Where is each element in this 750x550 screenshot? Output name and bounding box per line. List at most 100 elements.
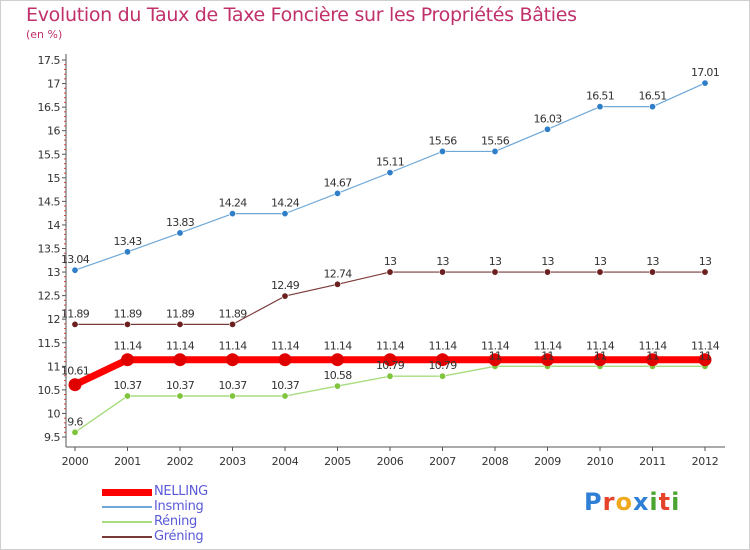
y-tick-label: 15	[47, 172, 60, 185]
data-label: 11	[489, 349, 502, 362]
legend-label: Réning	[154, 514, 197, 529]
data-label: 11	[699, 349, 712, 362]
data-label: 11.14	[219, 340, 248, 353]
data-point	[121, 353, 134, 367]
logo-letter: r	[602, 488, 616, 516]
y-tick-label: 15.5	[38, 148, 61, 161]
y-tick-label: 13	[47, 266, 60, 279]
data-point	[648, 268, 656, 276]
data-point	[383, 353, 397, 367]
y-tick-label: 9.5	[44, 431, 60, 444]
legend-swatch	[102, 506, 152, 508]
data-point	[593, 353, 607, 367]
data-point	[229, 210, 237, 218]
data-label: 13	[384, 255, 397, 268]
data-label: 11.14	[324, 340, 353, 353]
x-tick-label: 2005	[324, 455, 351, 468]
data-label: 10.79	[376, 359, 405, 372]
data-label: 12.49	[271, 279, 300, 292]
x-tick-label: 2010	[587, 455, 614, 468]
data-label: 11.14	[691, 340, 720, 353]
x-tick-label: 2007	[429, 455, 456, 468]
data-label: 11.14	[429, 340, 458, 353]
x-tick-label: 2012	[692, 455, 719, 468]
legend-label: Gréning	[154, 529, 204, 544]
y-tick-label: 10.5	[38, 384, 61, 397]
data-point	[648, 103, 656, 111]
data-label: 11	[594, 349, 607, 362]
data-label: 13	[489, 255, 502, 268]
data-point	[438, 268, 446, 276]
series-layer	[68, 79, 712, 436]
series-insming	[71, 79, 709, 274]
data-point	[488, 353, 502, 367]
data-point	[438, 372, 446, 380]
data-point	[698, 353, 712, 367]
y-tick-label: 12.5	[38, 290, 61, 303]
data-label: 13	[541, 255, 554, 268]
data-point	[333, 382, 341, 390]
data-point	[124, 320, 132, 328]
x-tick-label: 2003	[219, 455, 246, 468]
data-point	[543, 268, 551, 276]
series-gr-ning	[71, 268, 709, 328]
data-point	[386, 372, 394, 380]
data-label: 11	[646, 349, 659, 362]
data-label: 15.56	[481, 134, 510, 147]
data-point	[701, 79, 709, 87]
data-label: 13.43	[114, 235, 143, 248]
data-label: 10.58	[324, 369, 353, 382]
data-label: 10.79	[429, 359, 458, 372]
data-label: 11.89	[114, 307, 143, 320]
data-point	[386, 268, 394, 276]
x-tick-label: 2011	[639, 455, 666, 468]
data-point	[176, 392, 184, 400]
data-label: 13	[436, 255, 449, 268]
data-label: 11.89	[166, 307, 195, 320]
data-point	[226, 353, 239, 367]
data-point	[173, 353, 187, 367]
data-label: 11.14	[639, 340, 668, 353]
data-point	[386, 169, 394, 177]
legend-label: Insming	[154, 499, 204, 514]
data-label: 14.24	[219, 197, 248, 210]
data-label: 10.37	[166, 379, 195, 392]
series-nelling	[68, 353, 712, 392]
data-point	[71, 320, 79, 328]
data-point	[438, 147, 446, 155]
logo-letter: o	[615, 488, 633, 516]
data-point	[278, 353, 292, 367]
data-label: 15.56	[429, 134, 458, 147]
data-point	[596, 103, 604, 111]
data-label: 13.04	[61, 253, 90, 266]
data-label: 10.37	[271, 379, 300, 392]
data-point	[229, 320, 237, 328]
unit-label: (en %)	[26, 28, 63, 41]
data-point	[281, 392, 289, 400]
data-point	[701, 268, 709, 276]
data-label: 13	[699, 255, 712, 268]
data-label: 11.14	[271, 340, 300, 353]
data-label: 11.14	[534, 340, 563, 353]
y-tick-label: 10	[47, 407, 60, 420]
data-point	[176, 229, 184, 237]
data-label: 10.37	[114, 379, 143, 392]
data-point	[68, 378, 82, 392]
y-tick-label: 14	[47, 219, 60, 232]
data-label: 9.6	[67, 415, 83, 428]
data-label: 11.14	[586, 340, 615, 353]
data-point	[71, 428, 79, 436]
series-r-ning	[71, 362, 709, 436]
data-label: 16.03	[534, 112, 563, 125]
y-tick-label: 11.5	[38, 337, 61, 350]
data-point	[71, 266, 79, 274]
x-tick-label: 2001	[114, 455, 141, 468]
logo-letter: t	[658, 488, 672, 516]
legend-label: NELLING	[154, 484, 208, 499]
data-label: 13	[594, 255, 607, 268]
x-tick-label: 2008	[482, 455, 509, 468]
data-point	[491, 268, 499, 276]
y-tick-label: 12	[47, 313, 60, 326]
x-tick-label: 2004	[272, 455, 299, 468]
proxiti-logo: Proxiti	[584, 488, 680, 516]
